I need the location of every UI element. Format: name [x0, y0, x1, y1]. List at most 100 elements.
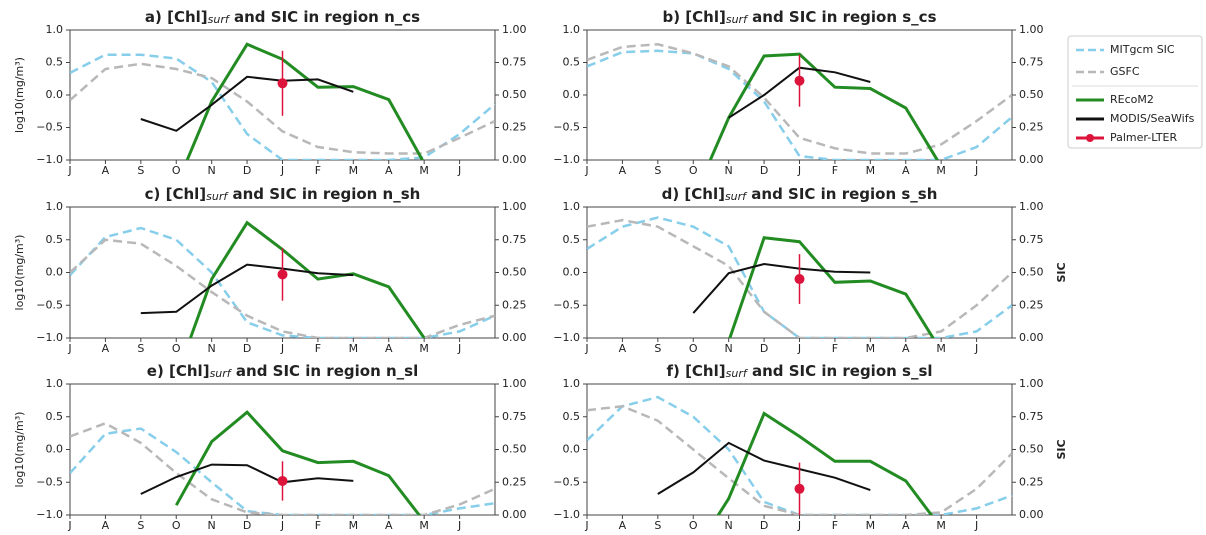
x-tick-label: A [619, 519, 627, 532]
x-tick-label: J [797, 342, 801, 355]
y-tick-label: −1.0 [36, 508, 63, 521]
y-tick-label: −1.0 [553, 331, 580, 344]
y2-tick-label: 0.50 [502, 88, 527, 101]
x-tick-label: D [760, 342, 768, 355]
title-part: d) [Chl] [662, 185, 725, 203]
y2-tick-label: 0.75 [502, 410, 527, 423]
x-tick-label: M [349, 519, 359, 532]
x-tick-label: J [67, 519, 71, 532]
x-tick-label: A [619, 164, 627, 177]
line [140, 263, 354, 315]
x-tick-label: A [902, 342, 910, 355]
line [174, 410, 422, 515]
title-part: f) [Chl] [666, 362, 725, 380]
x-tick-label: J [280, 342, 284, 355]
panel-title: b) [Chl]surf and SIC in region s_cs [662, 8, 936, 27]
y2-axis-label: SIC [1055, 439, 1068, 459]
x-tick-label: N [725, 519, 733, 532]
line [188, 220, 426, 338]
legend-label: MITgcm SIC [1110, 43, 1175, 56]
y-tick-label: 0.0 [46, 266, 64, 279]
x-tick-label: S [137, 519, 144, 532]
title-part: and SIC in region s_sh [746, 185, 937, 203]
x-tick-label: A [102, 164, 110, 177]
plot-area [587, 395, 1012, 515]
panel-title: a) [Chl]surf and SIC in region n_cs [145, 8, 420, 27]
legend-marker [1086, 134, 1094, 142]
x-tick-label: N [208, 519, 216, 532]
x-tick-label: O [172, 342, 181, 355]
x-tick-label: A [385, 164, 393, 177]
x-tick-label: A [902, 164, 910, 177]
y-tick-label: 0.0 [563, 266, 581, 279]
y-tick-label: 1.0 [46, 200, 64, 213]
x-tick-label: M [419, 342, 429, 355]
title-part: and SIC in region n_sl [231, 362, 419, 380]
x-tick-label: J [584, 342, 588, 355]
legend-label: MODIS/SeaWifs [1110, 112, 1195, 125]
y-tick-label: 0.5 [46, 56, 64, 69]
y-axis-label: log10(mg/m³) [13, 235, 26, 311]
y2-tick-label: 0.50 [1019, 88, 1044, 101]
x-tick-label: M [936, 342, 946, 355]
x-tick-label: A [385, 519, 393, 532]
y2-tick-label: 0.25 [1019, 121, 1044, 134]
panel-title: d) [Chl]surf and SIC in region s_sh [662, 185, 938, 204]
y-tick-label: 0.5 [563, 56, 581, 69]
y2-tick-label: 0.00 [1019, 331, 1044, 344]
x-tick-label: J [67, 164, 71, 177]
y-tick-label: −0.5 [553, 475, 580, 488]
line [185, 42, 425, 160]
x-tick-label: J [280, 519, 284, 532]
x-tick-label: M [936, 164, 946, 177]
y2-tick-label: 1.00 [502, 377, 527, 390]
y2-tick-label: 0.00 [1019, 153, 1044, 166]
line [716, 411, 934, 515]
y-tick-label: −0.5 [553, 121, 580, 134]
x-tick-label: N [208, 342, 216, 355]
y2-tick-label: 0.00 [502, 153, 527, 166]
y2-tick-label: 1.00 [502, 200, 527, 213]
line [657, 441, 871, 495]
title-part: surf [208, 13, 231, 26]
legend-label: Palmer-LTER [1110, 131, 1177, 144]
y2-tick-label: 0.50 [502, 443, 527, 456]
x-tick-label: M [866, 342, 876, 355]
y2-tick-label: 0.25 [502, 475, 527, 488]
y2-tick-label: 0.25 [1019, 475, 1044, 488]
y2-tick-label: 0.00 [502, 508, 527, 521]
line [70, 53, 495, 160]
x-tick-label: D [243, 342, 251, 355]
legend-label: GSFC [1110, 65, 1140, 78]
x-tick-label: D [243, 519, 251, 532]
x-tick-label: J [584, 164, 588, 177]
x-tick-label: O [689, 519, 698, 532]
line [70, 226, 495, 338]
y2-tick-label: 0.75 [1019, 410, 1044, 423]
x-tick-label: J [797, 519, 801, 532]
line [587, 218, 1012, 338]
point [277, 475, 288, 486]
plot-area [70, 220, 495, 338]
y-tick-label: 1.0 [46, 23, 64, 36]
x-tick-label: D [760, 519, 768, 532]
plot-area [70, 410, 495, 515]
y-axis-label: log10(mg/m³) [13, 412, 26, 488]
x-tick-label: O [172, 164, 181, 177]
x-tick-label: M [866, 164, 876, 177]
x-tick-label: F [832, 519, 838, 532]
x-tick-label: J [457, 342, 461, 355]
y-tick-label: −0.5 [36, 475, 63, 488]
line [708, 52, 940, 160]
title-part: e) [Chl] [147, 362, 210, 380]
x-tick-label: M [349, 342, 359, 355]
y2-axis-label: SIC [1055, 262, 1068, 282]
title-part: b) [Chl] [662, 8, 725, 26]
line [587, 43, 1012, 155]
x-tick-label: J [280, 164, 284, 177]
y2-tick-label: 1.00 [1019, 200, 1044, 213]
x-tick-label: M [866, 519, 876, 532]
y2-tick-label: 0.75 [1019, 56, 1044, 69]
y-tick-label: 0.0 [563, 88, 581, 101]
